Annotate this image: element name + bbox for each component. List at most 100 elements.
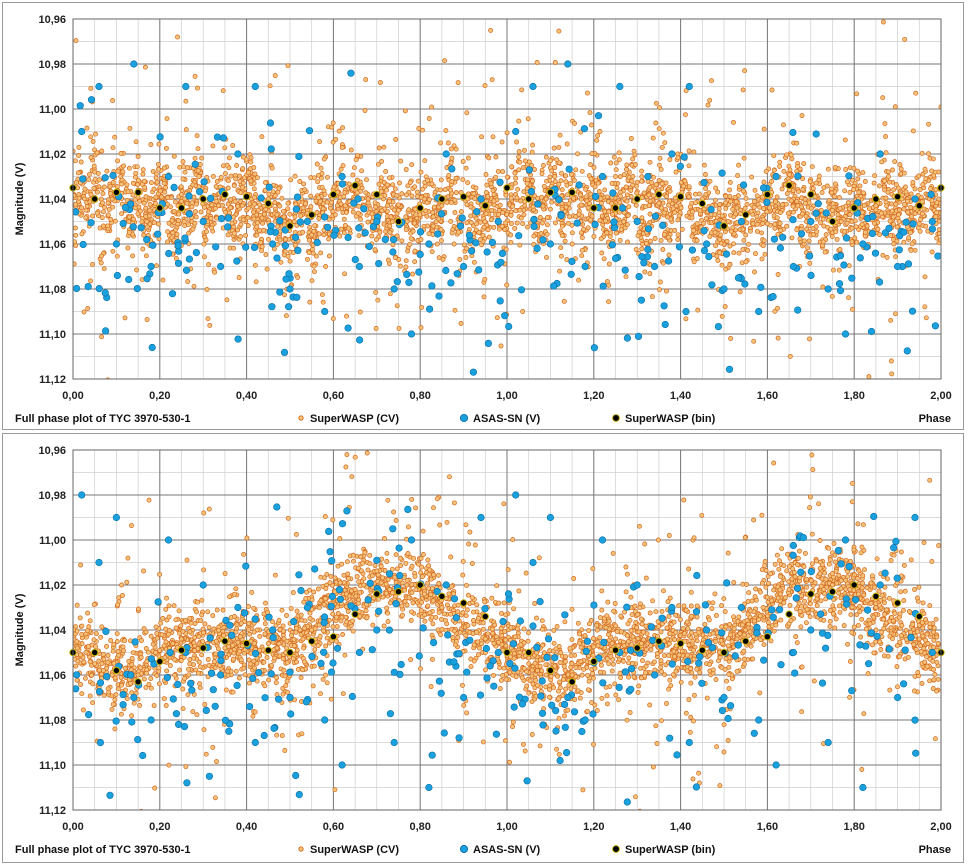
superwasp-cv-point xyxy=(613,230,619,236)
superwasp-cv-point xyxy=(311,269,317,275)
asassn-point xyxy=(217,215,226,223)
superwasp-cv-point xyxy=(76,195,82,201)
superwasp-cv-point xyxy=(837,205,843,211)
superwasp-cv-point xyxy=(778,227,784,233)
superwasp-cv-point xyxy=(660,247,666,252)
superwasp-cv-point xyxy=(849,239,855,245)
superwasp-cv-point xyxy=(448,160,454,166)
superwasp-cv-point xyxy=(107,183,113,189)
asassn-point xyxy=(876,150,884,158)
superwasp-cv-point xyxy=(483,190,489,195)
superwasp-cv-point xyxy=(403,167,409,172)
superwasp-cv-point xyxy=(148,142,154,147)
superwasp-cv-point xyxy=(717,237,723,242)
superwasp-cv-point xyxy=(302,187,308,193)
superwasp-cv-point xyxy=(935,676,941,682)
superwasp-cv-point xyxy=(508,212,514,218)
superwasp-cv-point xyxy=(628,188,634,193)
superwasp-cv-point xyxy=(378,175,384,181)
superwasp-cv-point xyxy=(185,279,191,285)
superwasp-cv-point xyxy=(820,284,826,290)
superwasp-cv-point xyxy=(625,212,631,218)
superwasp-cv-point xyxy=(115,168,121,174)
superwasp-cv-point xyxy=(743,259,749,265)
superwasp-cv-point xyxy=(260,220,266,226)
superwasp-cv-point xyxy=(355,153,360,159)
superwasp-cv-point xyxy=(161,165,167,171)
superwasp-cv-point xyxy=(673,203,679,209)
asassn-point xyxy=(369,223,378,231)
asassn-point xyxy=(273,254,281,262)
superwasp-cv-point xyxy=(369,233,375,239)
superwasp-cv-point xyxy=(891,187,897,193)
superwasp-cv-point xyxy=(877,232,883,238)
superwasp-cv-point xyxy=(254,232,260,238)
superwasp-cv-point xyxy=(193,214,199,220)
superwasp-cv-point xyxy=(340,632,346,637)
superwasp-cv-point xyxy=(317,198,323,204)
superwasp-cv-point xyxy=(431,204,437,210)
superwasp-cv-point xyxy=(279,733,285,739)
superwasp-cv-point xyxy=(890,167,895,173)
superwasp-cv-point xyxy=(694,638,700,644)
superwasp-cv-point xyxy=(779,186,785,192)
superwasp-cv-point xyxy=(387,223,393,229)
superwasp-cv-point xyxy=(194,201,199,207)
superwasp-cv-point xyxy=(458,209,464,215)
chart-panel-bottom: 10,96 10,98 11,00 11,02 11,04 11,06 11,08 11,10… xyxy=(2,433,964,863)
superwasp-cv-point xyxy=(88,278,94,284)
superwasp-cv-point xyxy=(410,271,416,277)
asassn-point xyxy=(95,285,103,293)
superwasp-cv-point xyxy=(723,205,729,211)
asassn-point xyxy=(557,211,565,220)
superwasp-cv-point xyxy=(832,181,838,187)
superwasp-cv-point xyxy=(760,216,766,222)
superwasp-cv-point xyxy=(757,204,763,210)
superwasp-cv-point xyxy=(73,225,78,231)
superwasp-cv-point xyxy=(802,598,807,604)
superwasp-cv-point xyxy=(836,194,842,200)
asassn-point xyxy=(199,217,207,226)
superwasp-cv-point xyxy=(496,212,502,217)
asassn-point xyxy=(119,219,127,228)
superwasp-cv-point xyxy=(616,150,622,156)
asassn-point xyxy=(651,212,660,220)
superwasp-cv-point xyxy=(783,201,789,207)
superwasp-cv-point xyxy=(105,377,111,379)
superwasp-cv-point xyxy=(855,176,861,182)
superwasp-cv-point xyxy=(727,187,732,193)
superwasp-cv-point xyxy=(313,253,319,259)
superwasp-cv-point xyxy=(714,253,720,259)
asassn-point xyxy=(794,306,802,314)
asassn-point xyxy=(458,214,466,222)
superwasp-cv-point xyxy=(628,136,634,141)
superwasp-cv-point xyxy=(843,167,849,172)
superwasp-cv-point xyxy=(399,191,405,197)
superwasp-cv-point xyxy=(598,196,604,202)
asassn-point xyxy=(361,229,369,237)
superwasp-cv-point xyxy=(781,168,787,174)
superwasp-cv-point xyxy=(186,672,192,678)
bin-point xyxy=(221,190,229,199)
superwasp-cv-point xyxy=(868,580,874,586)
superwasp-cv-point xyxy=(405,183,411,189)
superwasp-cv-point xyxy=(259,244,265,250)
superwasp-cv-point xyxy=(423,208,429,214)
asassn-point xyxy=(539,236,547,244)
superwasp-cv-point xyxy=(314,161,320,167)
asassn-point xyxy=(725,365,734,373)
asassn-point xyxy=(842,234,851,242)
superwasp-cv-point xyxy=(85,306,91,311)
superwasp-cv-point xyxy=(341,230,347,236)
superwasp-cv-point xyxy=(110,648,116,654)
superwasp-cv-point xyxy=(390,182,396,188)
superwasp-cv-point xyxy=(922,166,928,172)
superwasp-cv-point xyxy=(464,582,469,588)
superwasp-cv-point xyxy=(742,68,748,74)
superwasp-cv-point xyxy=(626,204,632,210)
superwasp-cv-point xyxy=(753,586,759,592)
asassn-point xyxy=(101,289,109,297)
superwasp-cv-point xyxy=(740,87,746,93)
superwasp-cv-point xyxy=(396,257,402,263)
superwasp-cv-point xyxy=(650,135,656,141)
